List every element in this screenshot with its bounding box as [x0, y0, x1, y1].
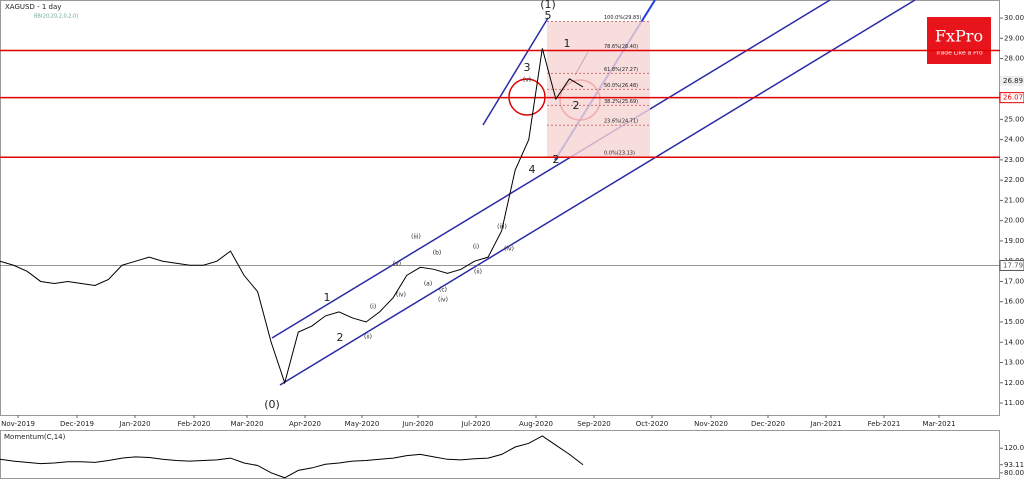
- channel-line: [482, 17, 549, 126]
- wave-label: 3: [524, 61, 531, 74]
- y-tick-label: 12.00: [1004, 379, 1024, 387]
- y-tick-label: 16.00: [1004, 298, 1024, 306]
- x-tick-label: Nov-2020: [694, 420, 728, 428]
- fib-label: 50.0%(26.48): [604, 83, 638, 89]
- x-tick-label: Mar-2021: [922, 420, 955, 428]
- level-box: [999, 92, 1024, 104]
- x-tick-label: May-2020: [345, 420, 380, 428]
- y-tick-label: 13.00: [1004, 359, 1024, 367]
- y-tick-label: 25.00: [1004, 115, 1024, 123]
- x-tick-label: Jun-2020: [401, 420, 433, 428]
- logo-slogan: Trade Like a Pro: [934, 50, 983, 57]
- logo: [927, 17, 991, 64]
- x-tick-label: Aug-2020: [519, 420, 553, 428]
- y-tick-label: 24.00: [1004, 136, 1024, 144]
- x-tick-label: Jan-2020: [118, 420, 150, 428]
- wave-label: (i): [370, 304, 376, 311]
- wave-label: 2: [573, 99, 580, 112]
- y-tick-label: 22.00: [1004, 176, 1024, 184]
- x-tick-label: Sep-2020: [577, 420, 611, 428]
- level-label: 26.07: [1003, 94, 1023, 102]
- wave-label: (iv): [504, 246, 514, 253]
- wave-label: 2: [553, 153, 560, 166]
- y-tick-label: 19.00: [1004, 237, 1024, 245]
- series-line: [0, 48, 584, 385]
- x-tick-label: Feb-2020: [178, 420, 211, 428]
- y-tick-label: 28.00: [1004, 55, 1024, 63]
- wave-label: 1: [564, 37, 571, 50]
- x-tick-label: Nov-2019: [1, 420, 35, 428]
- wave-label: (iii): [497, 224, 507, 231]
- wave-label: (v): [523, 77, 531, 84]
- wave-label: (ii): [474, 269, 482, 276]
- x-tick-label: Jul-2020: [461, 420, 491, 428]
- wave-label: (iii): [411, 234, 421, 241]
- price-box: [1000, 76, 1024, 87]
- channel-line: [271, 0, 831, 339]
- x-tick-label: Apr-2020: [289, 420, 321, 428]
- y-tick-label: 93.11: [1004, 461, 1024, 469]
- price-label: 26.89: [1003, 77, 1023, 85]
- level-box: [999, 259, 1024, 271]
- y-tick-label: 21.00: [1004, 196, 1024, 204]
- wave-label: (ii): [364, 334, 372, 341]
- x-tick-label: Oct-2020: [636, 420, 668, 428]
- fib-label: 78.6%(28.40): [604, 44, 638, 50]
- fib-label: 0.0%(23.13): [604, 151, 635, 157]
- series-line: [0, 435, 584, 479]
- x-tick-label: Mar-2020: [230, 420, 263, 428]
- wave-label: (1): [540, 0, 556, 11]
- wave-label: (iv): [438, 297, 448, 304]
- wave-label: 2: [337, 331, 344, 344]
- y-tick-label: 120.00: [1004, 444, 1024, 452]
- x-tick-label: Jan-2021: [809, 420, 841, 428]
- fib-label: 38.2%(25.69): [604, 99, 638, 105]
- fib-label: 61.8%(27.27): [604, 67, 638, 73]
- logo-name: FxPro: [935, 27, 983, 46]
- wave-label: (a): [424, 281, 432, 288]
- y-tick-label: 23.00: [1004, 156, 1024, 164]
- y-tick-label: 30.00: [1004, 14, 1024, 22]
- main-panel: [0, 0, 1000, 416]
- channel-line: [279, 0, 916, 386]
- wave-label: (0): [264, 398, 280, 411]
- fib-label: 100.0%(29.83): [604, 15, 641, 21]
- x-tick-label: Dec-2019: [60, 420, 94, 428]
- wave-label: (v): [393, 261, 401, 268]
- x-tick-label: Dec-2020: [751, 420, 785, 428]
- y-tick-label: 11.00: [1004, 399, 1024, 407]
- momentum-title: Momentum(C,14): [4, 433, 66, 441]
- wave-label: 4: [529, 163, 536, 176]
- wave-label: (c): [439, 287, 447, 294]
- chart-title: XAGUSD - 1 day: [5, 3, 61, 11]
- wave-label: 5: [545, 9, 552, 22]
- y-tick-label: 80.00: [1004, 469, 1024, 477]
- level-label: 17.79: [1003, 261, 1023, 269]
- x-tick-label: Feb-2021: [868, 420, 901, 428]
- wave-label: (i): [473, 244, 479, 251]
- y-tick-label: 14.00: [1004, 338, 1024, 346]
- indicator-label: BB(20,20,2,0,2,0): [34, 14, 78, 20]
- y-tick-label: 15.00: [1004, 318, 1024, 326]
- fib-label: 23.6%(24.71): [604, 119, 638, 125]
- y-tick-label: 17.00: [1004, 277, 1024, 285]
- wave-label: (b): [433, 250, 442, 257]
- wave-label: 1: [324, 291, 331, 304]
- wave-label: (iv): [396, 292, 406, 299]
- y-tick-label: 29.00: [1004, 34, 1024, 42]
- y-tick-label: 20.00: [1004, 217, 1024, 225]
